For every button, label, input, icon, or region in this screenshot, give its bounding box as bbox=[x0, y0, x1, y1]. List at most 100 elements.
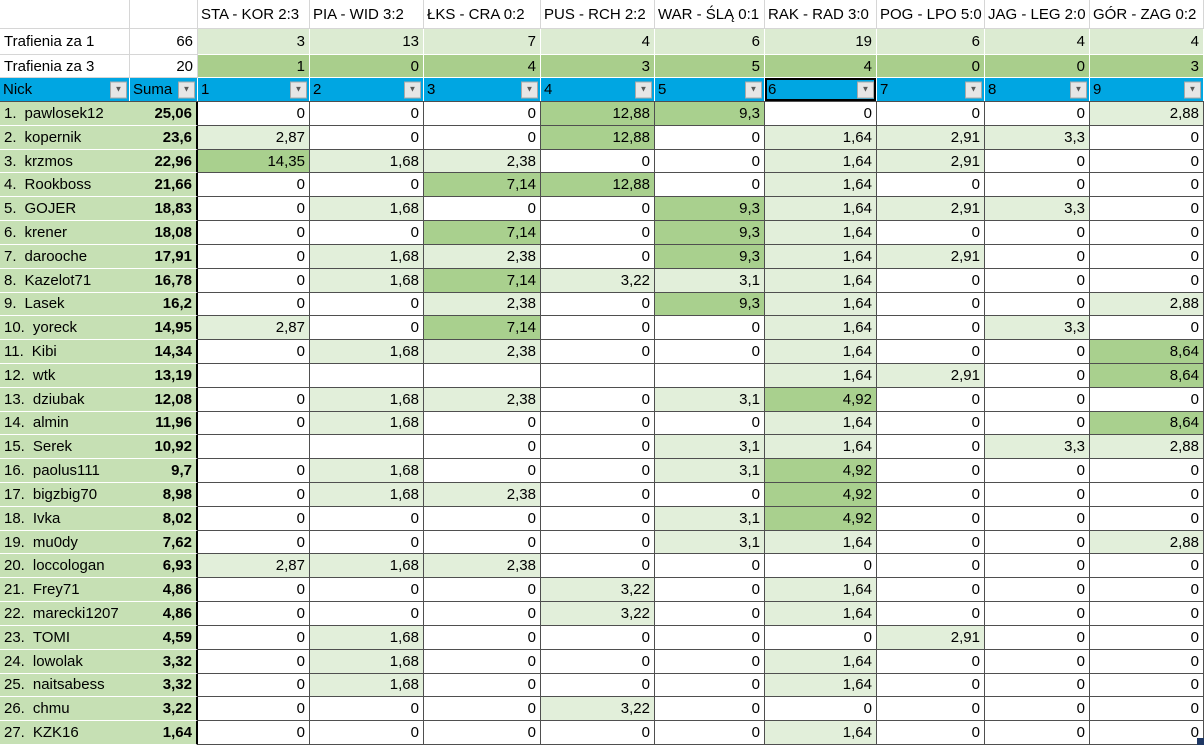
score-cell-r10-c1[interactable]: 2,87 bbox=[198, 316, 310, 341]
score-cell-r26-c8[interactable]: 0 bbox=[985, 697, 1090, 722]
score-cell-r3-c8[interactable]: 0 bbox=[985, 149, 1090, 174]
score-cell-r12-c1[interactable] bbox=[198, 363, 310, 388]
filter-header-col-9[interactable]: 9 ▼ bbox=[1090, 78, 1204, 101]
match-header-1[interactable]: STA - KOR 2:3 bbox=[198, 0, 310, 29]
score-cell-r12-c4[interactable] bbox=[541, 363, 655, 388]
score-cell-r1-c9[interactable]: 2,88 bbox=[1090, 102, 1204, 126]
score-cell-r24-c9[interactable]: 0 bbox=[1090, 649, 1204, 674]
score-cell-r14-c6[interactable]: 1,64 bbox=[765, 411, 877, 436]
score-cell-r17-c3[interactable]: 2,38 bbox=[424, 483, 541, 507]
score-cell-r10-c2[interactable]: 0 bbox=[310, 316, 424, 341]
player-suma-cell[interactable]: 23,6 bbox=[130, 125, 198, 150]
player-name-cell[interactable]: 9. Lasek bbox=[0, 292, 130, 317]
score-cell-r26-c5[interactable]: 0 bbox=[655, 697, 765, 722]
player-name-cell[interactable]: 3. krzmos bbox=[0, 149, 130, 174]
score-cell-r4-c1[interactable]: 0 bbox=[198, 173, 310, 198]
score-cell-r8-c3[interactable]: 7,14 bbox=[424, 268, 541, 293]
score-cell-r25-c3[interactable]: 0 bbox=[424, 673, 541, 698]
player-suma-cell[interactable]: 14,95 bbox=[130, 316, 198, 341]
score-cell-r20-c6[interactable]: 0 bbox=[765, 554, 877, 579]
score-cell-r5-c4[interactable]: 0 bbox=[541, 197, 655, 222]
player-name-cell[interactable]: 10. yoreck bbox=[0, 316, 130, 341]
score-cell-r9-c2[interactable]: 0 bbox=[310, 292, 424, 317]
score-cell-r22-c9[interactable]: 0 bbox=[1090, 602, 1204, 626]
score-cell-r11-c5[interactable]: 0 bbox=[655, 340, 765, 364]
player-suma-cell[interactable]: 3,32 bbox=[130, 673, 198, 698]
score-cell-r3-c9[interactable]: 0 bbox=[1090, 149, 1204, 174]
score-cell-r15-c1[interactable] bbox=[198, 435, 310, 460]
score-cell-r7-c9[interactable]: 0 bbox=[1090, 244, 1204, 269]
score-cell-r27-c7[interactable]: 0 bbox=[877, 721, 985, 745]
score-cell-r13-c5[interactable]: 3,1 bbox=[655, 387, 765, 412]
score-cell-r21-c2[interactable]: 0 bbox=[310, 578, 424, 603]
score-cell-r11-c6[interactable]: 1,64 bbox=[765, 340, 877, 364]
score-cell-r19-c2[interactable]: 0 bbox=[310, 530, 424, 555]
score-cell-r22-c6[interactable]: 1,64 bbox=[765, 602, 877, 626]
score-cell-r12-c7[interactable]: 2,91 bbox=[877, 363, 985, 388]
score-cell-r22-c2[interactable]: 0 bbox=[310, 602, 424, 626]
col-3-filter-dropdown-button[interactable]: ▼ bbox=[521, 81, 538, 98]
player-suma-cell[interactable]: 14,34 bbox=[130, 340, 198, 364]
score-cell-r2-c7[interactable]: 2,91 bbox=[877, 125, 985, 150]
col-4-filter-dropdown-button[interactable]: ▼ bbox=[635, 81, 652, 98]
player-suma-cell[interactable]: 18,83 bbox=[130, 197, 198, 222]
score-cell-r20-c4[interactable]: 0 bbox=[541, 554, 655, 579]
player-name-cell[interactable]: 20. loccologan bbox=[0, 554, 130, 579]
player-suma-cell[interactable]: 4,86 bbox=[130, 578, 198, 603]
score-cell-r6-c8[interactable]: 0 bbox=[985, 221, 1090, 245]
player-suma-cell[interactable]: 7,62 bbox=[130, 530, 198, 555]
player-suma-cell[interactable]: 9,7 bbox=[130, 459, 198, 483]
score-cell-r12-c6[interactable]: 1,64 bbox=[765, 363, 877, 388]
col-2-filter-dropdown-button[interactable]: ▼ bbox=[404, 81, 421, 98]
score-cell-r13-c6[interactable]: 4,92 bbox=[765, 387, 877, 412]
score-cell-r22-c4[interactable]: 3,22 bbox=[541, 602, 655, 626]
corner-blank-cell-2[interactable] bbox=[130, 0, 198, 29]
score-cell-r13-c1[interactable]: 0 bbox=[198, 387, 310, 412]
player-name-cell[interactable]: 12. wtk bbox=[0, 363, 130, 388]
score-cell-r26-c6[interactable]: 0 bbox=[765, 697, 877, 722]
score-cell-r19-c3[interactable]: 0 bbox=[424, 530, 541, 555]
score-cell-r23-c2[interactable]: 1,68 bbox=[310, 625, 424, 650]
player-suma-cell[interactable]: 8,02 bbox=[130, 506, 198, 531]
score-cell-r14-c9[interactable]: 8,64 bbox=[1090, 411, 1204, 436]
score-cell-r1-c4[interactable]: 12,88 bbox=[541, 102, 655, 126]
score-cell-r15-c2[interactable] bbox=[310, 435, 424, 460]
score-cell-r14-c5[interactable]: 0 bbox=[655, 411, 765, 436]
score-cell-r4-c9[interactable]: 0 bbox=[1090, 173, 1204, 198]
score-cell-r27-c1[interactable]: 0 bbox=[198, 721, 310, 745]
player-suma-cell[interactable]: 3,32 bbox=[130, 649, 198, 674]
score-cell-r26-c2[interactable]: 0 bbox=[310, 697, 424, 722]
match-header-3[interactable]: ŁKS - CRA 0:2 bbox=[424, 0, 541, 29]
score-cell-r27-c5[interactable]: 0 bbox=[655, 721, 765, 745]
score-cell-r11-c2[interactable]: 1,68 bbox=[310, 340, 424, 364]
score-cell-r8-c2[interactable]: 1,68 bbox=[310, 268, 424, 293]
score-cell-r15-c7[interactable]: 0 bbox=[877, 435, 985, 460]
filter-header-col-7[interactable]: 7 ▼ bbox=[877, 78, 985, 101]
player-suma-cell[interactable]: 21,66 bbox=[130, 173, 198, 198]
score-cell-r21-c1[interactable]: 0 bbox=[198, 578, 310, 603]
player-name-cell[interactable]: 22. marecki1207 bbox=[0, 602, 130, 626]
player-name-cell[interactable]: 21. Frey71 bbox=[0, 578, 130, 603]
filter-header-col-2[interactable]: 2 ▼ bbox=[310, 78, 424, 101]
score-cell-r21-c6[interactable]: 1,64 bbox=[765, 578, 877, 603]
filter-header-col-1[interactable]: 1 ▼ bbox=[198, 78, 310, 101]
score-cell-r1-c7[interactable]: 0 bbox=[877, 102, 985, 126]
score-cell-r6-c7[interactable]: 0 bbox=[877, 221, 985, 245]
score-cell-r8-c4[interactable]: 3,22 bbox=[541, 268, 655, 293]
score-cell-r4-c2[interactable]: 0 bbox=[310, 173, 424, 198]
score-cell-r24-c2[interactable]: 1,68 bbox=[310, 649, 424, 674]
col-8-filter-dropdown-button[interactable]: ▼ bbox=[1070, 81, 1087, 98]
score-cell-r9-c8[interactable]: 0 bbox=[985, 292, 1090, 317]
player-name-cell[interactable]: 5. GOJER bbox=[0, 197, 130, 222]
score-cell-r5-c8[interactable]: 3,3 bbox=[985, 197, 1090, 222]
player-name-cell[interactable]: 27. KZK16 bbox=[0, 721, 130, 745]
score-cell-r27-c4[interactable]: 0 bbox=[541, 721, 655, 745]
score-cell-r14-c2[interactable]: 1,68 bbox=[310, 411, 424, 436]
score-cell-r18-c8[interactable]: 0 bbox=[985, 506, 1090, 531]
score-cell-r20-c8[interactable]: 0 bbox=[985, 554, 1090, 579]
score-cell-r25-c6[interactable]: 1,64 bbox=[765, 673, 877, 698]
score-cell-r4-c5[interactable]: 0 bbox=[655, 173, 765, 198]
score-cell-r26-c4[interactable]: 3,22 bbox=[541, 697, 655, 722]
player-name-cell[interactable]: 4. Rookboss bbox=[0, 173, 130, 198]
score-cell-r10-c6[interactable]: 1,64 bbox=[765, 316, 877, 341]
